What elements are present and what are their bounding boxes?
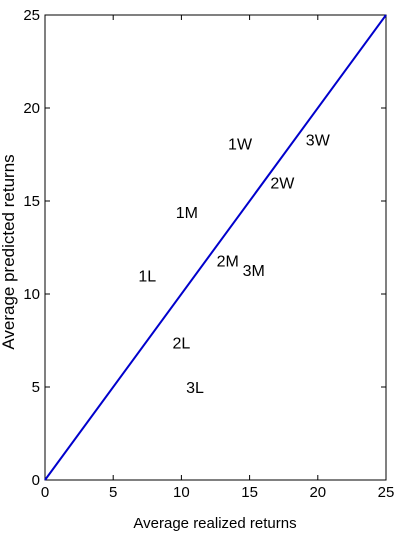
y-tick-label: 5 <box>32 379 40 396</box>
point-label-1l: 1L <box>138 268 156 285</box>
point-label-2w: 2W <box>270 175 295 192</box>
y-tick-label: 15 <box>23 193 40 210</box>
x-tick-label: 5 <box>109 484 117 501</box>
point-label-3m: 3M <box>243 263 265 280</box>
y-tick-label: 25 <box>23 7 40 24</box>
point-label-3l: 3L <box>186 380 204 397</box>
point-label-2m: 2M <box>217 254 239 271</box>
y-axis-label: Average predicted returns <box>0 154 18 349</box>
y-tick-label: 10 <box>23 286 40 303</box>
y-tick-label: 20 <box>23 100 40 117</box>
point-label-2l: 2L <box>173 335 191 352</box>
x-tick-label: 20 <box>309 484 326 501</box>
reference-line <box>44 14 387 481</box>
x-tick-label: 15 <box>241 484 258 501</box>
point-label-1m: 1M <box>176 205 198 222</box>
x-tick-label: 25 <box>378 484 395 501</box>
point-label-1w: 1W <box>228 136 253 153</box>
point-label-3w: 3W <box>306 133 331 150</box>
axis-ticks: 0 5 10 15 20 25 0 5 10 15 20 25 <box>23 7 394 501</box>
y-tick-label: 0 <box>32 472 40 489</box>
x-tick-label: 10 <box>173 484 190 501</box>
x-tick-label: 0 <box>41 484 49 501</box>
x-axis-label: Average realized returns <box>133 515 296 532</box>
